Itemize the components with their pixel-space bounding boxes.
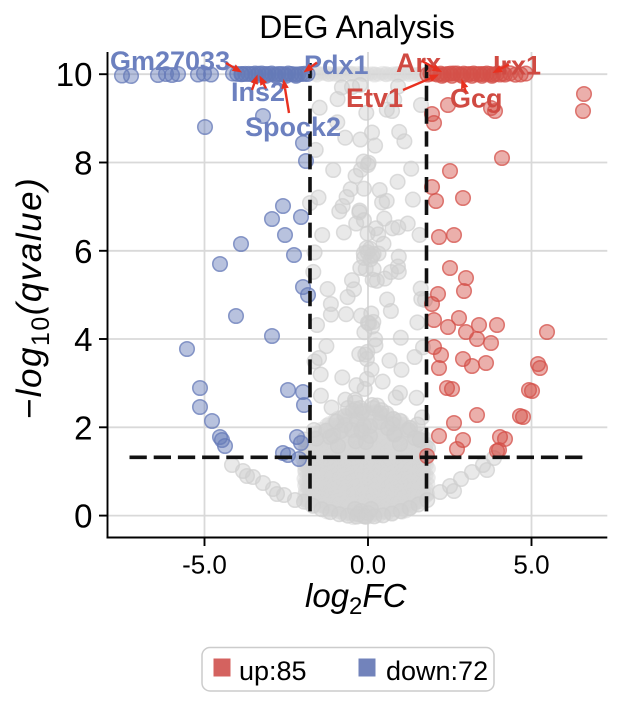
svg-text:8: 8 (74, 145, 92, 182)
svg-text:Gm27033: Gm27033 (110, 46, 230, 76)
svg-text:up:85: up:85 (239, 656, 307, 686)
svg-text:10: 10 (56, 56, 93, 93)
svg-text:Ins2: Ins2 (231, 77, 285, 107)
svg-text:5.0: 5.0 (513, 550, 549, 580)
svg-text:4: 4 (74, 321, 92, 358)
svg-text:down:72: down:72 (386, 656, 488, 686)
svg-text:6: 6 (74, 233, 92, 270)
svg-text:-5.0: -5.0 (182, 550, 227, 580)
svg-text:Gcg: Gcg (450, 84, 503, 114)
svg-text:−log10(qvalue): −log10(qvalue) (10, 177, 55, 419)
svg-text:DEG Analysis: DEG Analysis (259, 9, 455, 45)
svg-text:Irx1: Irx1 (493, 51, 541, 81)
svg-text:0: 0 (74, 498, 92, 535)
svg-text:Spock2: Spock2 (245, 112, 341, 142)
svg-text:Etv1: Etv1 (346, 83, 403, 113)
svg-text:Arx: Arx (396, 48, 441, 78)
svg-text:0.0: 0.0 (350, 550, 386, 580)
svg-text:2: 2 (74, 409, 92, 446)
